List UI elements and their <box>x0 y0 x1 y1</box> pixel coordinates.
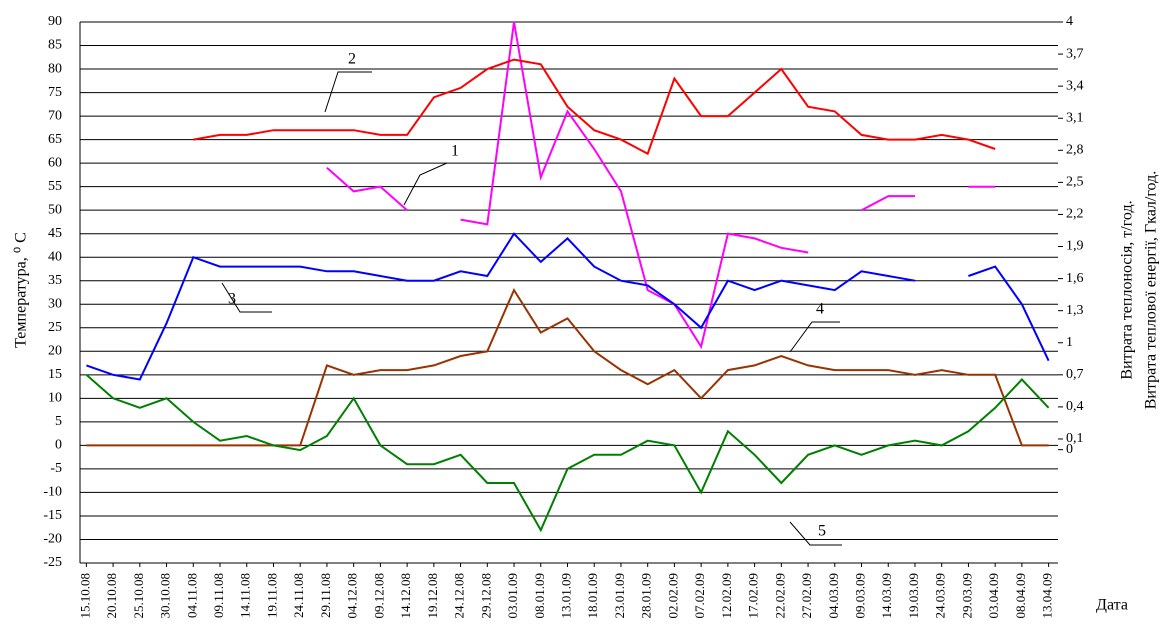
y-tick-label: -25 <box>43 555 62 570</box>
x-tick-label: 19.03.09 <box>906 573 921 619</box>
y-tick-label: 0 <box>55 438 62 453</box>
callout-line <box>403 162 448 206</box>
x-tick-label: 08.01.09 <box>532 573 547 619</box>
y-tick-label: 35 <box>48 273 62 288</box>
y2-tick-label: 2,5 <box>1066 175 1084 190</box>
x-tick-label: 08.04.09 <box>1013 573 1028 619</box>
x-tick-label: 09.11.08 <box>211 573 226 618</box>
callout-line <box>789 321 840 353</box>
y-tick-label: 75 <box>48 85 62 100</box>
y2-axis-title: Витрата теплової енергії, Гкал/год. <box>1143 171 1160 409</box>
y2-tick-label: 3,1 <box>1066 110 1084 125</box>
series-line <box>85 374 1050 533</box>
y-tick-label: -10 <box>43 485 62 500</box>
x-tick-label: 29.12.08 <box>478 573 493 619</box>
x-tick-label: 29.11.08 <box>318 573 333 618</box>
x-tick-label: 28.01.09 <box>639 573 654 619</box>
callout-label: 1 <box>451 143 459 160</box>
x-tick-label: 09.03.09 <box>853 573 868 619</box>
x-tick-label: 04.03.09 <box>826 573 841 619</box>
y-tick-label: -20 <box>43 532 62 547</box>
y2-tick-label: 0 <box>1066 442 1073 457</box>
x-tick-label: 13.01.09 <box>558 573 573 619</box>
x-tick-label: 03.01.09 <box>505 573 520 619</box>
x-tick-label: 14.12.08 <box>398 573 413 619</box>
y2-tick-label: 1,9 <box>1066 239 1084 254</box>
y-tick-label: 20 <box>48 344 62 359</box>
y-tick-label: -15 <box>43 508 62 523</box>
y-tick-label: 80 <box>48 61 62 76</box>
x-tick-label: 19.11.08 <box>264 573 279 618</box>
y2-tick-label: 1 <box>1066 335 1073 350</box>
x-tick-label: 04.12.08 <box>345 573 360 619</box>
x-tick-label: 30.10.08 <box>158 573 173 619</box>
y-tick-label: -5 <box>50 461 62 476</box>
x-tick-label: 02.02.09 <box>665 573 680 619</box>
callout-line <box>324 71 372 113</box>
x-tick-label: 22.02.09 <box>772 573 787 619</box>
x-tick-label: 14.11.08 <box>238 573 253 618</box>
y2-tick-label: 3,7 <box>1066 46 1084 61</box>
y2-axis-title: Витрата теплоносія, т/год. <box>1119 200 1136 379</box>
x-tick-label: 20.10.08 <box>104 573 119 619</box>
series-line <box>326 21 996 350</box>
y2-tick-label: 0,4 <box>1066 399 1084 414</box>
x-tick-label: 15.10.08 <box>77 573 92 619</box>
x-tick-label: 03.04.09 <box>986 573 1001 619</box>
y2-tick-label: 2,2 <box>1066 207 1084 222</box>
x-tick-label: 23.01.09 <box>612 573 627 619</box>
x-tick-label: 25.10.08 <box>131 573 146 619</box>
x-tick-label: 19.12.08 <box>425 573 440 619</box>
x-tick-label: 24.03.09 <box>933 573 948 619</box>
x-tick-label: 29.03.09 <box>959 573 974 619</box>
x-tick-label: 17.02.09 <box>746 573 761 619</box>
y2-tick-label: 4 <box>1066 14 1073 29</box>
y2-tick-label: 3,4 <box>1066 78 1084 93</box>
y-tick-label: 85 <box>48 38 62 53</box>
x-tick-label: 07.02.09 <box>692 573 707 619</box>
callout-line <box>221 282 272 313</box>
x-tick-label: 24.11.08 <box>291 573 306 618</box>
x-axis-title: Дата <box>1096 597 1128 614</box>
y2-tick-label: 0,7 <box>1066 367 1084 382</box>
y-tick-label: 60 <box>48 155 62 170</box>
series-line <box>86 287 1049 447</box>
y-tick-label: 40 <box>48 249 62 264</box>
series-line <box>193 58 996 156</box>
y-tick-label: 55 <box>48 179 62 194</box>
y-tick-label: 50 <box>48 202 62 217</box>
callout-label: 4 <box>816 301 824 318</box>
y-tick-label: 10 <box>48 391 62 406</box>
x-tick-label: 18.01.09 <box>585 573 600 619</box>
y-tick-label: 15 <box>48 367 62 382</box>
y-tick-label: 70 <box>48 108 62 123</box>
callout-label: 5 <box>818 523 826 540</box>
x-tick-label: 12.02.09 <box>719 573 734 619</box>
callout-label: 2 <box>348 51 356 68</box>
y-tick-label: 25 <box>48 320 62 335</box>
y2-tick-label: 0,1 <box>1066 431 1084 446</box>
y2-tick-label: 1,3 <box>1066 303 1084 318</box>
y-tick-label: 30 <box>48 296 62 311</box>
x-tick-label: 04.11.08 <box>184 573 199 618</box>
x-tick-label: 13.04.09 <box>1040 573 1055 619</box>
y-axis-title: Температура, ⁰ C <box>13 232 30 348</box>
x-tick-label: 27.02.09 <box>799 573 814 619</box>
y-tick-label: 65 <box>48 132 62 147</box>
y2-tick-label: 2,8 <box>1066 143 1084 158</box>
y-tick-label: 90 <box>48 14 62 29</box>
callout-label: 3 <box>228 291 236 308</box>
x-tick-label: 14.03.09 <box>879 573 894 619</box>
x-tick-label: 09.12.08 <box>371 573 386 619</box>
y-tick-label: 45 <box>48 226 62 241</box>
series-line <box>86 232 1050 381</box>
y-tick-label: 5 <box>55 414 62 429</box>
callout-line <box>789 521 842 546</box>
x-tick-label: 24.12.08 <box>452 573 467 619</box>
y2-tick-label: 1,6 <box>1066 271 1084 286</box>
